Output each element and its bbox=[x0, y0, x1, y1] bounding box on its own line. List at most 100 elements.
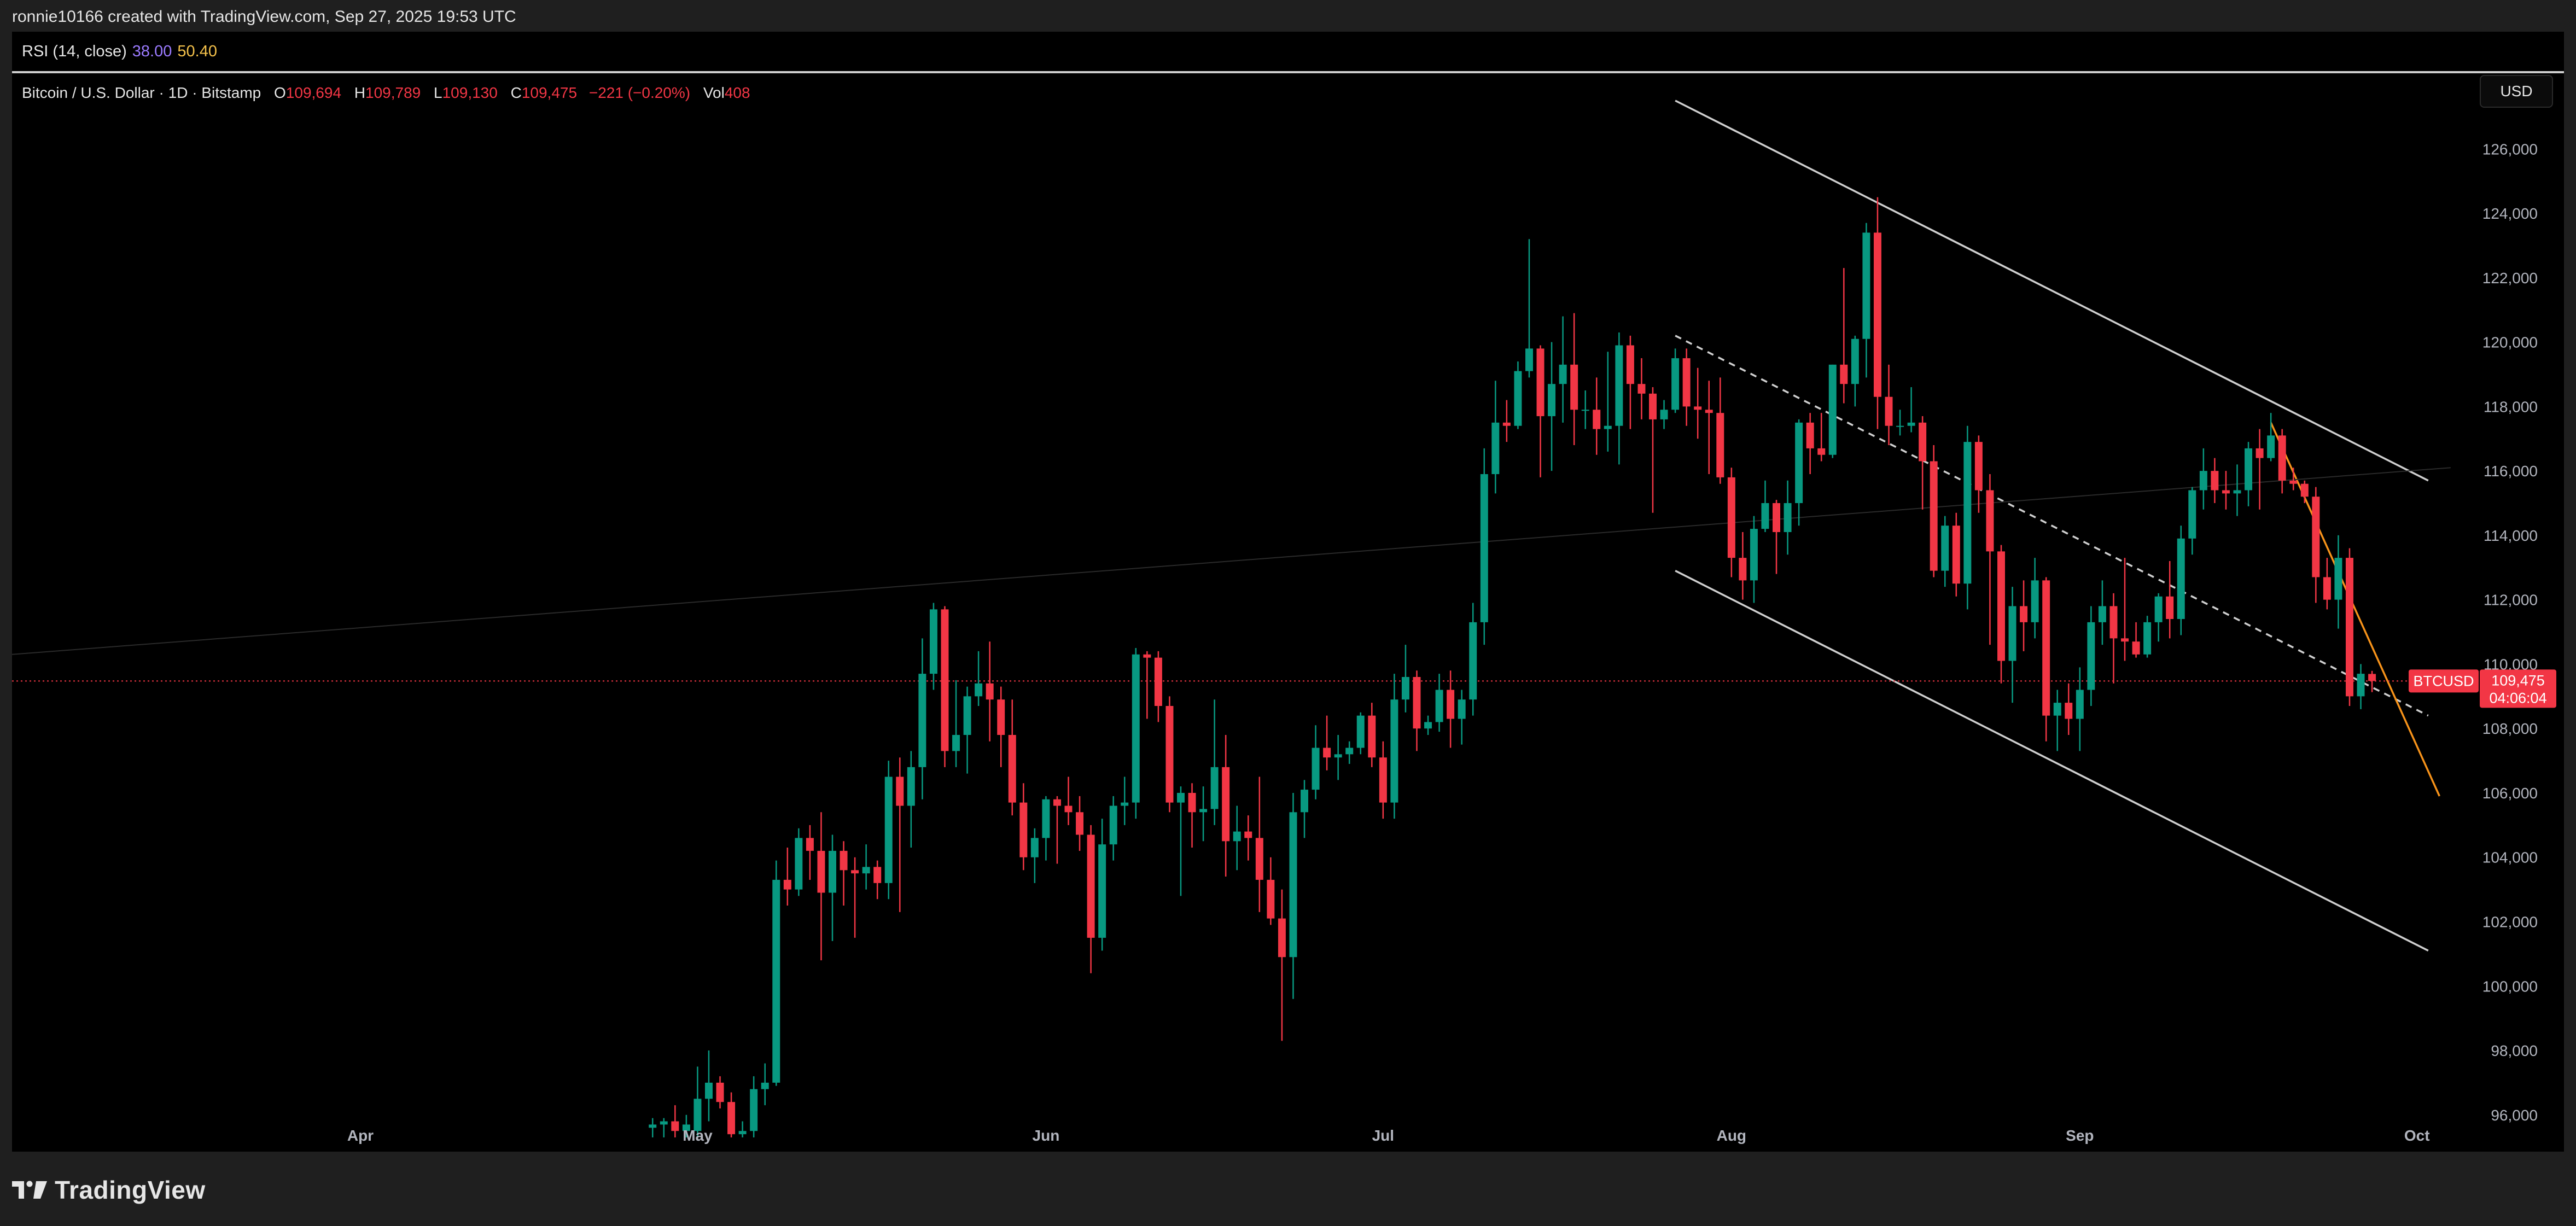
candle[interactable] bbox=[929, 603, 937, 690]
candle[interactable] bbox=[907, 751, 915, 848]
candle[interactable] bbox=[1525, 239, 1533, 378]
candle[interactable] bbox=[1390, 674, 1398, 819]
candle[interactable] bbox=[851, 857, 859, 938]
candle[interactable] bbox=[1109, 796, 1117, 861]
candle[interactable] bbox=[1828, 364, 1837, 458]
candle[interactable] bbox=[997, 686, 1005, 767]
candle[interactable] bbox=[693, 1066, 702, 1137]
candle[interactable] bbox=[1469, 603, 1477, 716]
candle[interactable] bbox=[963, 686, 971, 774]
candle[interactable] bbox=[750, 1076, 758, 1137]
candle[interactable] bbox=[2109, 593, 2118, 684]
candle[interactable] bbox=[2245, 442, 2253, 506]
candle[interactable] bbox=[884, 761, 893, 900]
candle[interactable] bbox=[1244, 815, 1252, 861]
candle[interactable] bbox=[1379, 741, 1387, 819]
candle[interactable] bbox=[1087, 825, 1095, 973]
candle[interactable] bbox=[1480, 448, 1488, 645]
candle[interactable] bbox=[1368, 703, 1376, 767]
candle[interactable] bbox=[1267, 857, 1275, 925]
candle[interactable] bbox=[1121, 777, 1129, 825]
candle[interactable] bbox=[2098, 580, 2106, 645]
candle[interactable] bbox=[1278, 889, 1286, 1041]
candle[interactable] bbox=[1727, 468, 1735, 577]
candle[interactable] bbox=[1143, 651, 1151, 719]
candle[interactable] bbox=[2121, 558, 2129, 661]
candle[interactable] bbox=[1974, 435, 1983, 513]
candle[interactable] bbox=[1132, 647, 1140, 819]
candle[interactable] bbox=[1514, 361, 1522, 429]
candle[interactable] bbox=[1795, 419, 1803, 526]
candle[interactable] bbox=[1919, 416, 1927, 510]
candle[interactable] bbox=[1019, 783, 1028, 871]
candle[interactable] bbox=[1671, 348, 1680, 413]
candle[interactable] bbox=[1356, 712, 1365, 755]
candle[interactable] bbox=[1885, 364, 1893, 446]
candle[interactable] bbox=[1548, 342, 1556, 471]
candle[interactable] bbox=[1098, 819, 1106, 951]
candle[interactable] bbox=[1851, 335, 1859, 407]
tradingview-logo[interactable]: TradingView bbox=[12, 1175, 206, 1205]
candle[interactable] bbox=[952, 680, 960, 767]
candle[interactable] bbox=[1210, 699, 1219, 825]
candle[interactable] bbox=[1222, 734, 1230, 877]
currency-button[interactable]: USD bbox=[2480, 75, 2553, 108]
candle[interactable] bbox=[1233, 805, 1241, 871]
candle[interactable] bbox=[2199, 448, 2207, 510]
candle[interactable] bbox=[975, 651, 983, 706]
candle[interactable] bbox=[1739, 532, 1747, 600]
candle[interactable] bbox=[1177, 786, 1185, 896]
candle[interactable] bbox=[1604, 352, 1612, 452]
candle[interactable] bbox=[1941, 516, 1949, 587]
candle[interactable] bbox=[1570, 313, 1578, 446]
candle[interactable] bbox=[2053, 690, 2061, 751]
candle[interactable] bbox=[2334, 535, 2342, 629]
drawing-channel-upper[interactable] bbox=[1675, 100, 2429, 482]
candle[interactable] bbox=[2256, 429, 2264, 510]
candle[interactable] bbox=[1458, 690, 1466, 745]
candle[interactable] bbox=[2211, 458, 2219, 504]
time-axis[interactable]: Apr May Jun Jul Aug Sep Oct bbox=[347, 1127, 2430, 1144]
candle[interactable] bbox=[1773, 500, 1781, 574]
candle[interactable] bbox=[1502, 400, 1511, 442]
candle[interactable] bbox=[2357, 664, 2365, 709]
candle[interactable] bbox=[2177, 526, 2185, 635]
candle[interactable] bbox=[1447, 670, 1455, 748]
candle[interactable] bbox=[1165, 696, 1174, 813]
candle[interactable] bbox=[862, 844, 870, 890]
candle[interactable] bbox=[2323, 558, 2331, 610]
drawing-channel-lower[interactable] bbox=[1675, 570, 2429, 952]
candle[interactable] bbox=[1053, 796, 1061, 864]
candle[interactable] bbox=[2300, 480, 2309, 504]
candle[interactable] bbox=[1806, 413, 1814, 475]
candle[interactable] bbox=[2087, 606, 2095, 706]
pane-separator[interactable] bbox=[12, 71, 2564, 73]
chart-panel[interactable]: RSI (14, close) 38.00 50.40 Bitcoin / U.S.… bbox=[12, 32, 2564, 1152]
candle[interactable] bbox=[1435, 674, 1443, 732]
candle[interactable] bbox=[1952, 512, 1960, 597]
candle[interactable] bbox=[1907, 387, 1915, 433]
candle[interactable] bbox=[2166, 561, 2174, 639]
candle[interactable] bbox=[2267, 413, 2275, 462]
candle[interactable] bbox=[1986, 474, 1994, 645]
candle[interactable] bbox=[1008, 699, 1016, 816]
candle[interactable] bbox=[1255, 777, 1263, 912]
candle[interactable] bbox=[2154, 593, 2163, 642]
candle[interactable] bbox=[918, 638, 926, 799]
candle[interactable] bbox=[1154, 651, 1162, 722]
candle[interactable] bbox=[1649, 387, 1657, 513]
drawing-orange-trendline[interactable] bbox=[2270, 422, 2440, 797]
candle[interactable] bbox=[1199, 786, 1208, 842]
candle[interactable] bbox=[1424, 715, 1432, 735]
candle[interactable] bbox=[1660, 400, 1668, 429]
candle[interactable] bbox=[1323, 715, 1331, 770]
candle[interactable] bbox=[1559, 316, 1567, 423]
candle[interactable] bbox=[2368, 670, 2376, 692]
candle[interactable] bbox=[1334, 734, 1342, 780]
candle[interactable] bbox=[1064, 777, 1073, 825]
candle[interactable] bbox=[1716, 377, 1724, 484]
candle[interactable] bbox=[1491, 381, 1500, 494]
candle[interactable] bbox=[2065, 683, 2073, 735]
candle[interactable] bbox=[783, 848, 791, 906]
candle[interactable] bbox=[1401, 645, 1409, 713]
